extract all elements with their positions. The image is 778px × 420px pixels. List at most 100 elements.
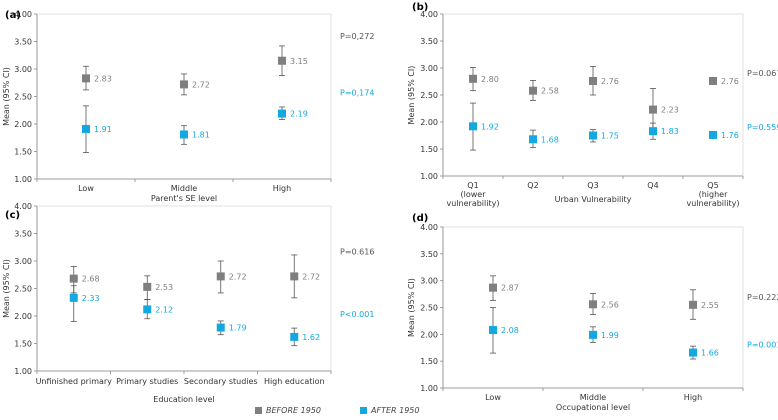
p-value-before: P=0,272 [340, 32, 374, 41]
legend-after-label: AFTER 1950 [371, 406, 420, 415]
x-tick-label: Q2 [527, 181, 538, 190]
legend-before-label: BEFORE 1950 [266, 406, 321, 415]
x-axis-title: Parent's SE level [151, 194, 217, 203]
data-label-before: 2.87 [501, 284, 519, 293]
marker-before [589, 76, 597, 85]
x-tick-label: Q1 [467, 181, 478, 190]
y-tick-label: 2.50 [420, 91, 438, 100]
panel-title: (c) [5, 210, 20, 221]
x-tick-label: Secondary studies [184, 377, 258, 386]
x-tick-label: vulnerability) [447, 199, 500, 208]
marker-after [278, 109, 286, 118]
marker-after [529, 135, 537, 144]
marker-before [290, 272, 299, 281]
legend-after-swatch [360, 407, 367, 414]
y-tick-label: 3.00 [420, 64, 438, 73]
p-value-before: P=0.616 [340, 247, 374, 256]
x-tick-label: (lower [461, 190, 487, 199]
x-tick-label: High [684, 393, 702, 402]
y-tick-label: 3.00 [14, 65, 32, 74]
y-tick-label: 4.00 [420, 10, 438, 19]
p-value-after: P<0.001 [340, 310, 374, 319]
y-axis-title: Mean (95% CI) [2, 67, 11, 126]
panel-title: (b) [412, 2, 428, 13]
x-tick-label: Primary studies [116, 377, 178, 386]
chart-panel-3: 1.00 1.50 2.00 2.50 3.00 3.50 4.00 Unfinished p… [2, 202, 374, 404]
legend-before-swatch [255, 407, 262, 414]
data-label-after: 2.33 [82, 294, 100, 303]
y-axis-title: Mean (95% CI) [2, 259, 11, 318]
y-tick-label: 2.50 [14, 285, 32, 294]
marker-after [290, 332, 299, 341]
y-tick-label: 3.00 [14, 257, 32, 266]
data-label-after: 1.79 [229, 324, 247, 333]
y-tick-label: 3.00 [420, 277, 438, 286]
chart-panel-1: 1.00 1.50 2.00 2.50 3.00 3.50 4.00 Low Middle Hig… [2, 10, 374, 203]
y-tick-label: 3.50 [420, 37, 438, 46]
p-value-after: P=0,174 [340, 89, 374, 98]
y-tick-label: 1.50 [14, 148, 32, 157]
data-label-before: 2.53 [155, 283, 173, 292]
panel-title: (a) [5, 10, 21, 21]
x-tick-label: High [273, 184, 291, 193]
plot-area [36, 205, 332, 372]
chart-panel-4: 1.00 1.50 2.00 2.50 3.00 3.50 4.00 Low Middle Hig… [407, 213, 778, 412]
chart-panel-2: 1.001.502.002.503.003.504.00Q1(lowervuln… [407, 2, 778, 208]
y-tick-label: 3.50 [14, 38, 32, 47]
panel-title: (d) [412, 213, 428, 224]
legend-before: BEFORE 1950 [255, 406, 321, 415]
marker-before [529, 86, 537, 95]
y-tick-label: 4.00 [420, 223, 438, 232]
y-tick-label: 1.50 [420, 145, 438, 154]
data-label-after: 1.92 [481, 122, 499, 131]
x-tick-label: vulnerability) [687, 199, 740, 208]
data-label-before: 2.80 [481, 75, 499, 84]
x-axis-title: Urban Vulnerability [555, 195, 632, 204]
marker-before [689, 300, 697, 309]
marker-after [69, 293, 78, 302]
marker-after [469, 122, 477, 131]
data-label-after: 1.66 [701, 349, 719, 358]
marker-before [469, 74, 477, 83]
data-label-before: 2.72 [229, 272, 247, 281]
marker-after [589, 330, 597, 339]
p-value-after: P=0.559 [747, 123, 778, 132]
plot-area [36, 13, 332, 180]
data-label-after: 1.62 [302, 333, 320, 342]
marker-after [689, 348, 697, 357]
marker-before [69, 274, 78, 283]
marker-after [489, 326, 497, 335]
x-tick-label: Q5 [707, 181, 718, 190]
x-axis-title: Occupational level [556, 403, 630, 412]
marker-before [82, 74, 90, 83]
data-label-before: 2.56 [601, 300, 619, 309]
x-tick-label: Q4 [647, 181, 658, 190]
x-tick-label: Q3 [587, 181, 598, 190]
p-value-before: P=0.067 [747, 69, 778, 78]
data-label-after: 1.68 [541, 135, 559, 144]
marker-after [82, 124, 90, 133]
data-label-after: 1.83 [661, 127, 679, 136]
data-label-before: 2.55 [701, 301, 719, 310]
x-tick-label: Middle [171, 184, 198, 193]
p-value-after: P=0.001 [747, 341, 778, 350]
marker-after [709, 130, 717, 139]
data-label-after: 2.12 [155, 305, 173, 314]
y-axis-title: Mean (95% CI) [407, 278, 416, 337]
y-tick-label: 1.50 [14, 340, 32, 349]
marker-before [649, 105, 657, 114]
data-label-after: 1.99 [601, 331, 619, 340]
data-label-before: 2.23 [661, 106, 679, 115]
y-axis-title: Mean (95% CI) [407, 66, 416, 125]
x-tick-label: Middle [580, 393, 607, 402]
y-tick-label: 1.50 [420, 357, 438, 366]
y-tick-label: 1.00 [14, 175, 32, 184]
marker-before [489, 283, 497, 292]
marker-before [216, 272, 225, 281]
marker-before [278, 56, 286, 65]
y-tick-label: 2.00 [420, 330, 438, 339]
y-tick-label: 4.00 [14, 202, 32, 211]
x-axis-title: Education level [153, 395, 214, 404]
data-label-before: 2.68 [82, 275, 100, 284]
x-tick-label: Low [485, 393, 501, 402]
